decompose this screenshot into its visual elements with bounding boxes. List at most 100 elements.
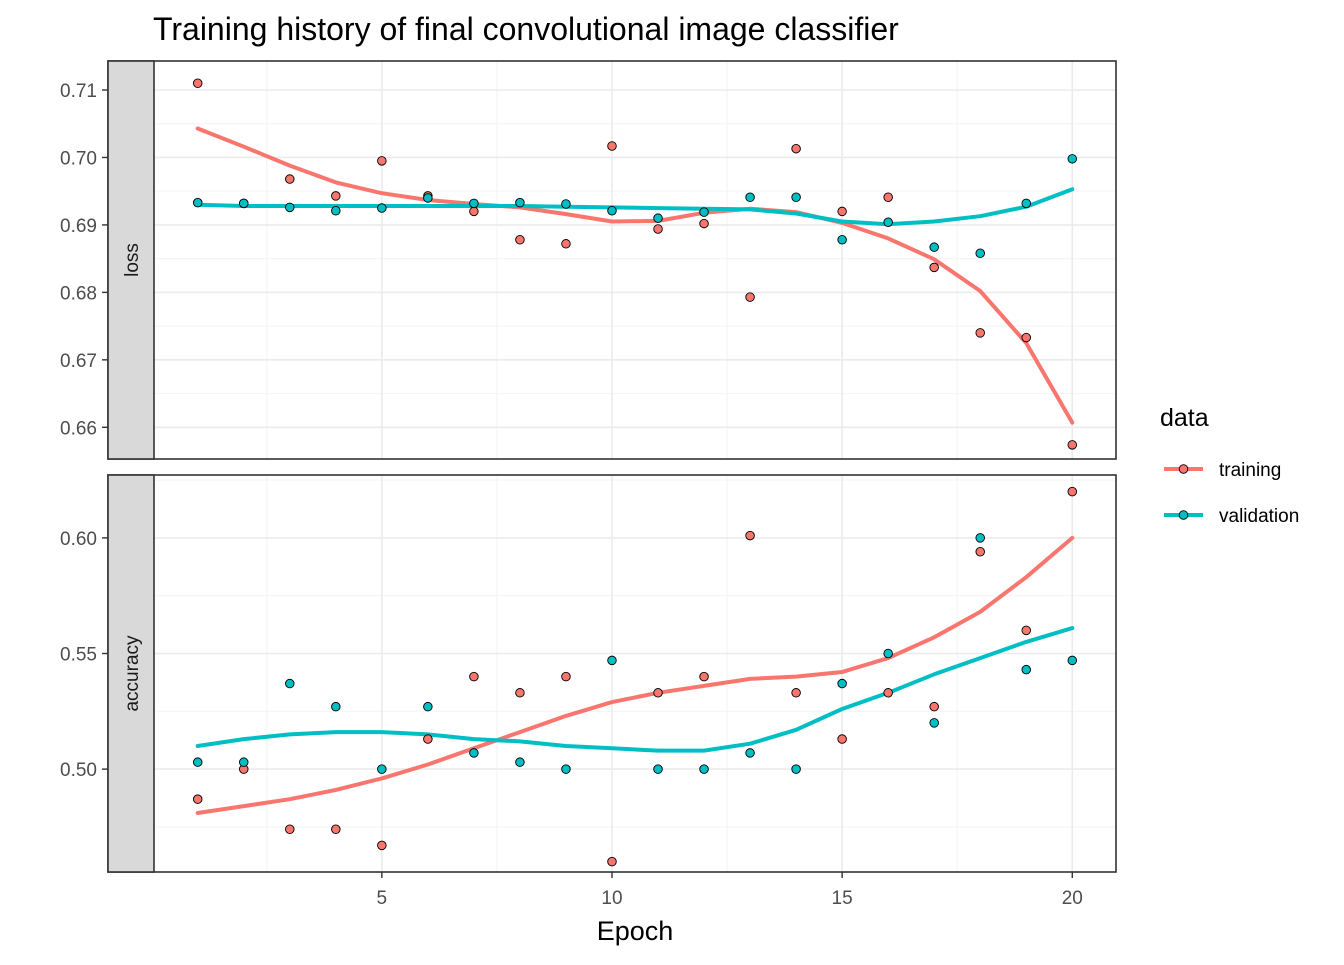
smooth-line-validation <box>195 187 1075 227</box>
point-training-loss <box>377 156 387 166</box>
facet-strip <box>107 60 155 460</box>
point-validation-accuracy <box>699 764 709 774</box>
x-tick-label: 15 <box>832 888 853 909</box>
point-training-accuracy <box>331 824 341 834</box>
y-tick-label: 0.60 <box>60 529 97 550</box>
point-validation-loss <box>791 192 801 203</box>
legend-title: data <box>1160 404 1209 432</box>
point-training-loss <box>1021 332 1031 343</box>
point-training-loss <box>745 292 755 302</box>
x-axis-title: Epoch <box>597 916 674 946</box>
point-validation-accuracy <box>239 757 249 767</box>
smooth-line-training <box>195 126 1075 425</box>
x-tick-label: 20 <box>1062 888 1083 909</box>
point-training-accuracy <box>837 734 847 744</box>
facet-strip <box>107 474 155 873</box>
point-validation-accuracy <box>745 748 755 758</box>
point-validation-accuracy <box>377 764 387 774</box>
point-training-accuracy <box>929 701 939 712</box>
legend-key-point <box>1178 510 1189 520</box>
point-training-accuracy <box>607 856 617 867</box>
panel-accuracy: accuracy 0.50 0.55 0.60 <box>60 474 1117 873</box>
point-validation-accuracy <box>423 701 433 712</box>
point-training-loss <box>607 141 617 151</box>
x-tick-label: 10 <box>601 888 622 909</box>
legend-key-point <box>1178 464 1189 474</box>
point-training-loss <box>1067 440 1078 450</box>
point-validation-accuracy <box>285 678 295 689</box>
point-validation-accuracy <box>561 764 571 774</box>
y-tick-label: 0.55 <box>60 644 97 665</box>
point-training-accuracy <box>469 671 479 682</box>
y-tick-label: 0.71 <box>60 81 97 102</box>
point-training-accuracy <box>653 688 663 698</box>
point-training-loss <box>975 328 985 338</box>
point-validation-loss <box>1067 154 1078 164</box>
point-training-loss <box>331 191 341 201</box>
point-validation-loss <box>377 203 387 213</box>
y-tick-label: 0.66 <box>60 418 97 439</box>
point-training-accuracy <box>745 530 755 541</box>
point-validation-accuracy <box>837 678 847 689</box>
facet-strip-label: loss <box>122 243 143 277</box>
point-training-loss <box>929 262 939 273</box>
point-training-loss <box>883 192 893 203</box>
y-tick-label: 0.68 <box>60 283 97 304</box>
point-training-accuracy <box>1021 625 1031 636</box>
point-validation-loss <box>745 192 755 203</box>
point-validation-loss <box>975 248 985 259</box>
point-training-loss <box>192 78 203 89</box>
y-tick-label: 0.67 <box>60 351 97 372</box>
point-training-accuracy <box>561 671 571 682</box>
point-training-accuracy <box>699 671 709 682</box>
point-validation-loss <box>607 206 617 216</box>
point-validation-accuracy <box>1067 655 1078 666</box>
point-validation-accuracy <box>331 701 341 712</box>
legend-entry-validation: validation <box>1164 506 1299 527</box>
point-training-accuracy <box>515 688 525 698</box>
point-validation-loss <box>929 242 939 252</box>
chart-title: Training history of final convolutional … <box>153 11 899 47</box>
point-training-accuracy <box>975 547 985 557</box>
y-tick-label: 0.69 <box>60 216 97 237</box>
point-validation-loss <box>1021 198 1031 209</box>
y-tick-label: 0.50 <box>60 760 97 781</box>
point-validation-accuracy <box>883 648 893 659</box>
point-training-accuracy <box>285 824 295 834</box>
panel-background <box>154 475 1116 872</box>
smooth-line-training <box>195 535 1075 815</box>
y-tick-label: 0.70 <box>60 148 97 169</box>
point-training-loss <box>791 143 801 154</box>
point-training-loss <box>653 224 663 234</box>
point-validation-accuracy <box>1021 664 1031 675</box>
point-validation-accuracy <box>515 757 525 767</box>
facet-strip-label: accuracy <box>122 635 143 712</box>
point-validation-loss <box>653 213 663 223</box>
point-training-loss <box>515 235 525 245</box>
point-validation-loss <box>469 198 479 209</box>
legend-label: training <box>1219 460 1281 481</box>
point-validation-accuracy <box>929 718 939 728</box>
point-validation-accuracy <box>653 764 663 774</box>
panel-background <box>154 61 1116 459</box>
point-validation-loss <box>515 197 525 208</box>
point-validation-loss <box>192 197 203 208</box>
point-training-loss <box>469 206 479 217</box>
point-training-accuracy <box>1067 486 1078 497</box>
point-validation-loss <box>285 202 295 213</box>
x-axis: 5 10 15 20 <box>377 872 1083 909</box>
point-validation-accuracy <box>975 533 985 543</box>
point-training-accuracy <box>192 794 203 804</box>
point-validation-accuracy <box>791 764 801 774</box>
point-validation-loss <box>883 217 893 227</box>
point-validation-accuracy <box>192 757 203 767</box>
point-training-accuracy <box>883 688 893 698</box>
panel-loss: loss 0.66 0.67 0.68 0.69 0.70 0.71 <box>60 60 1117 460</box>
legend: data training validation <box>1160 404 1299 527</box>
smooth-line-validation <box>195 626 1075 753</box>
point-training-loss <box>561 239 571 249</box>
point-training-accuracy <box>423 734 433 744</box>
x-tick-label: 5 <box>377 888 388 909</box>
